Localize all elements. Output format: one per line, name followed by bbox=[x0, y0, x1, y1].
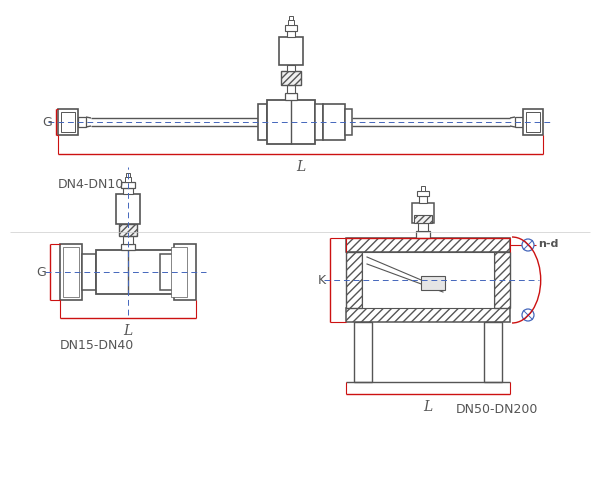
Bar bbox=[421, 276, 445, 290]
Bar bbox=[354, 323, 372, 382]
Bar bbox=[285, 94, 297, 101]
Text: DN50-DN200: DN50-DN200 bbox=[455, 402, 538, 415]
Bar bbox=[58, 110, 78, 136]
Bar bbox=[289, 17, 293, 21]
Bar bbox=[160, 254, 174, 290]
Bar bbox=[63, 248, 79, 298]
Bar bbox=[288, 21, 294, 26]
Text: L: L bbox=[424, 399, 433, 413]
Bar bbox=[419, 197, 427, 204]
Text: K: K bbox=[318, 274, 326, 287]
Bar bbox=[287, 66, 295, 72]
Bar bbox=[171, 248, 187, 298]
Bar bbox=[61, 113, 75, 133]
Bar bbox=[123, 237, 133, 244]
Bar bbox=[346, 252, 362, 308]
Circle shape bbox=[522, 240, 534, 252]
Text: L: L bbox=[124, 324, 133, 337]
Bar bbox=[126, 174, 130, 178]
Bar bbox=[315, 105, 323, 141]
Text: G: G bbox=[42, 115, 52, 128]
Bar bbox=[258, 105, 267, 141]
Bar bbox=[346, 308, 510, 323]
Bar bbox=[125, 178, 131, 182]
Bar bbox=[82, 254, 96, 290]
Text: DN4-DN10: DN4-DN10 bbox=[58, 178, 124, 191]
Bar bbox=[494, 252, 510, 308]
Text: L: L bbox=[296, 160, 305, 174]
Bar bbox=[121, 244, 135, 251]
Bar bbox=[281, 72, 301, 86]
Text: n-d: n-d bbox=[538, 239, 559, 249]
Bar bbox=[285, 26, 297, 32]
Bar bbox=[174, 244, 196, 300]
Bar bbox=[484, 323, 502, 382]
Bar bbox=[121, 182, 135, 189]
Bar bbox=[526, 113, 540, 133]
Bar bbox=[287, 32, 295, 38]
Bar bbox=[414, 216, 432, 224]
Bar bbox=[96, 251, 176, 294]
Bar bbox=[515, 118, 523, 128]
Bar bbox=[418, 224, 428, 231]
Bar bbox=[116, 194, 140, 225]
Bar bbox=[362, 252, 494, 308]
Text: DN15-DN40: DN15-DN40 bbox=[60, 338, 134, 351]
Bar bbox=[279, 38, 303, 66]
Bar bbox=[421, 187, 425, 192]
Bar bbox=[60, 244, 82, 300]
Bar bbox=[119, 225, 137, 237]
Bar bbox=[267, 101, 315, 144]
Bar bbox=[346, 239, 510, 252]
Bar bbox=[123, 189, 133, 194]
Bar bbox=[323, 105, 345, 141]
Bar bbox=[412, 204, 434, 224]
Bar bbox=[523, 110, 543, 136]
Text: G: G bbox=[36, 266, 46, 279]
Bar bbox=[287, 86, 295, 94]
Bar bbox=[78, 118, 86, 128]
Bar bbox=[417, 192, 429, 197]
Bar bbox=[416, 231, 430, 239]
Circle shape bbox=[522, 309, 534, 321]
Bar bbox=[345, 110, 352, 136]
